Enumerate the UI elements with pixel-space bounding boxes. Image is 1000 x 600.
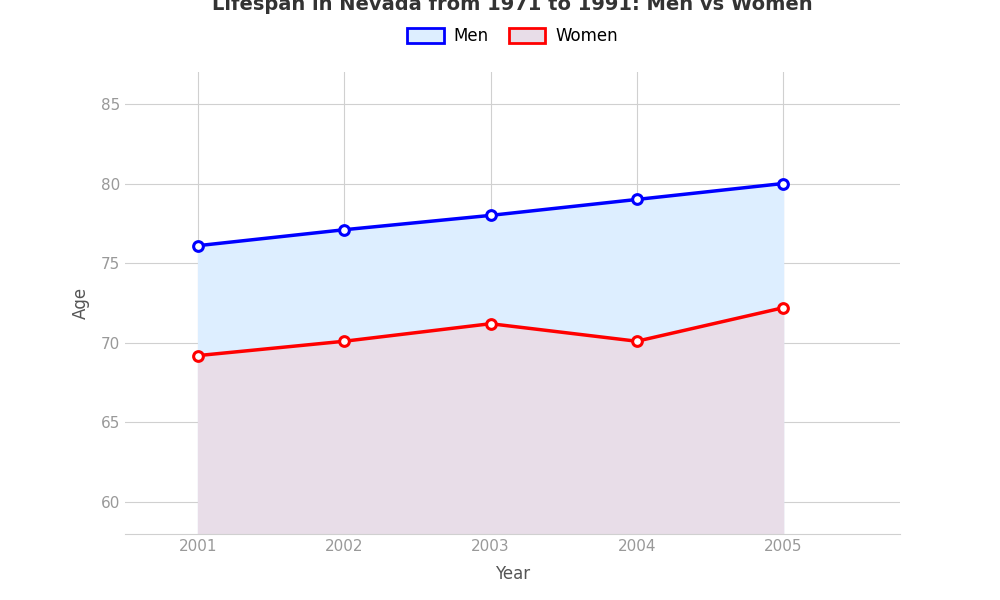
Title: Lifespan in Nevada from 1971 to 1991: Men vs Women: Lifespan in Nevada from 1971 to 1991: Me…: [212, 0, 813, 13]
X-axis label: Year: Year: [495, 565, 530, 583]
Y-axis label: Age: Age: [72, 287, 90, 319]
Legend: Men, Women: Men, Women: [400, 20, 625, 52]
